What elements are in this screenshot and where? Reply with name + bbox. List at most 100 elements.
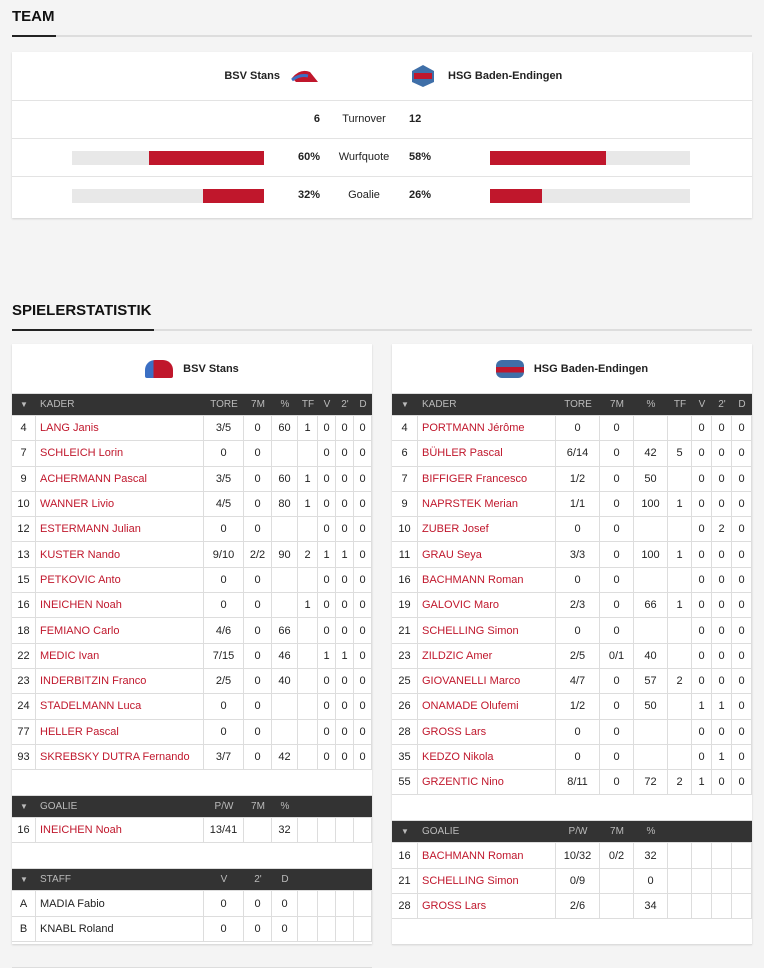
home-team: BSV Stans — [224, 70, 280, 82]
cell: 16 — [392, 843, 418, 868]
cell: 32 — [634, 843, 668, 868]
cell: 1 — [318, 643, 336, 668]
cell: 1 — [298, 466, 318, 491]
away-team: HSG Baden-Endingen — [448, 70, 563, 82]
cell — [272, 441, 298, 466]
player-name: GIOVANELLI Marco — [418, 668, 556, 694]
cell — [668, 567, 692, 593]
table-row: 18 FEMIANO Carlo 4/6 0 66 0 0 0 — [12, 618, 372, 644]
cell: 0 — [600, 770, 634, 795]
column-header — [712, 821, 732, 842]
cell: 0 — [336, 441, 354, 466]
table-row: A MADIA Fabio 0 0 0 — [12, 891, 372, 917]
cell: 0 — [318, 517, 336, 542]
cell — [668, 744, 692, 770]
caret: ▼ — [401, 827, 409, 837]
player-name: SCHLEICH Lorin — [36, 441, 204, 466]
cell — [298, 818, 318, 843]
cell — [354, 916, 372, 942]
cell: 0 — [600, 593, 634, 618]
cell: 0 — [600, 719, 634, 744]
cell: 0 — [336, 593, 354, 618]
player-name: MEDIC Ivan — [36, 643, 204, 668]
player-name: MADIA Fabio — [36, 891, 204, 916]
cell — [272, 567, 298, 593]
cell — [298, 618, 318, 643]
cell: 0 — [204, 517, 244, 542]
column-header: STAFF — [40, 874, 71, 886]
team-panel: BSV Stans HSG Baden-Endingen Turnover 6 12… — [12, 52, 752, 218]
cell: 1 — [668, 542, 692, 567]
cell: 2/3 — [556, 593, 600, 618]
table-row: 9 NAPRSTEK Merian 1/1 0 100 1 0 0 0 — [392, 491, 752, 518]
bar — [490, 151, 606, 165]
cell — [712, 894, 732, 919]
cell: 0 — [204, 441, 244, 466]
cell: 28 — [392, 894, 418, 919]
cell — [318, 818, 336, 843]
cell: 0 — [732, 618, 752, 643]
away-value: 58% — [409, 151, 432, 163]
cell: 0 — [244, 891, 272, 916]
cell: 2 — [712, 517, 732, 542]
cell: 0 — [556, 744, 600, 770]
column-header: TORE — [564, 399, 592, 410]
cell: 6 — [392, 441, 418, 466]
cell: 15 — [12, 567, 36, 593]
team-stats-panel: BSV Stans ▼ KADER TORE 7M% TF V 2' D 4 LANG Janis 3… — [12, 344, 372, 968]
cell: 0 — [318, 593, 336, 618]
player-name: BACHMANN Roman — [418, 843, 556, 868]
cell: 0 — [354, 416, 372, 441]
cell: 80 — [272, 491, 298, 517]
column-header: 7M — [610, 826, 624, 838]
table-header: ▼ GOALIE P/W 7M% — [12, 796, 372, 819]
table-row: 4 LANG Janis 3/5 0 60 1 0 0 0 — [12, 416, 372, 442]
player-name: KNABL Roland — [36, 916, 204, 942]
cell: 0 — [318, 567, 336, 593]
cell: 0 — [732, 643, 752, 668]
column-header: 2' — [718, 399, 726, 410]
cell: 0 — [244, 694, 272, 719]
cell: 0/2 — [600, 843, 634, 868]
cell — [668, 618, 692, 643]
cell: 100 — [634, 542, 668, 567]
cell: 1 — [712, 744, 732, 770]
cell: 0 — [244, 416, 272, 441]
cell: 0 — [692, 643, 712, 668]
cell: 0 — [204, 567, 244, 593]
table-row: 6 BÜHLER Pascal 6/14 0 42 5 0 0 0 — [392, 441, 752, 467]
cell: 0 — [354, 618, 372, 643]
column-header: 7M — [251, 801, 265, 813]
cell — [668, 416, 692, 441]
cell: 0 — [692, 466, 712, 491]
cell: 23 — [12, 668, 36, 694]
cell: 93 — [12, 744, 36, 770]
cell: B — [12, 916, 36, 942]
cell: 0 — [692, 618, 712, 643]
cell: 11 — [392, 542, 418, 567]
cell — [634, 567, 668, 593]
table-row: 16 BACHMANN Roman 10/32 0/2 32 — [392, 843, 752, 869]
cell: 1/2 — [556, 694, 600, 719]
cell — [692, 843, 712, 868]
cell: 24 — [12, 694, 36, 719]
column-header: D — [281, 874, 289, 886]
cell: 50 — [634, 466, 668, 491]
player-name: GROSS Lars — [418, 894, 556, 919]
cell — [318, 916, 336, 942]
table-row: 9 ACHERMANN Pascal 3/5 0 60 1 0 0 0 — [12, 466, 372, 492]
cell: 4/5 — [204, 491, 244, 517]
cell: 0 — [354, 668, 372, 694]
cell: 0 — [712, 466, 732, 491]
player-name: GRAU Seya — [418, 542, 556, 567]
cell: 0 — [318, 491, 336, 517]
cell: 4/7 — [556, 668, 600, 694]
cell: 0 — [354, 517, 372, 542]
player-name: ACHERMANN Pascal — [36, 466, 204, 491]
table-row: 24 STADELMANN Luca 0 0 0 0 0 — [12, 694, 372, 720]
cell: 0 — [244, 567, 272, 593]
table-row: 12 ESTERMANN Julian 0 0 0 0 0 — [12, 517, 372, 543]
column-header: % — [280, 801, 290, 813]
cell: A — [12, 891, 36, 916]
cell: 55 — [392, 770, 418, 795]
